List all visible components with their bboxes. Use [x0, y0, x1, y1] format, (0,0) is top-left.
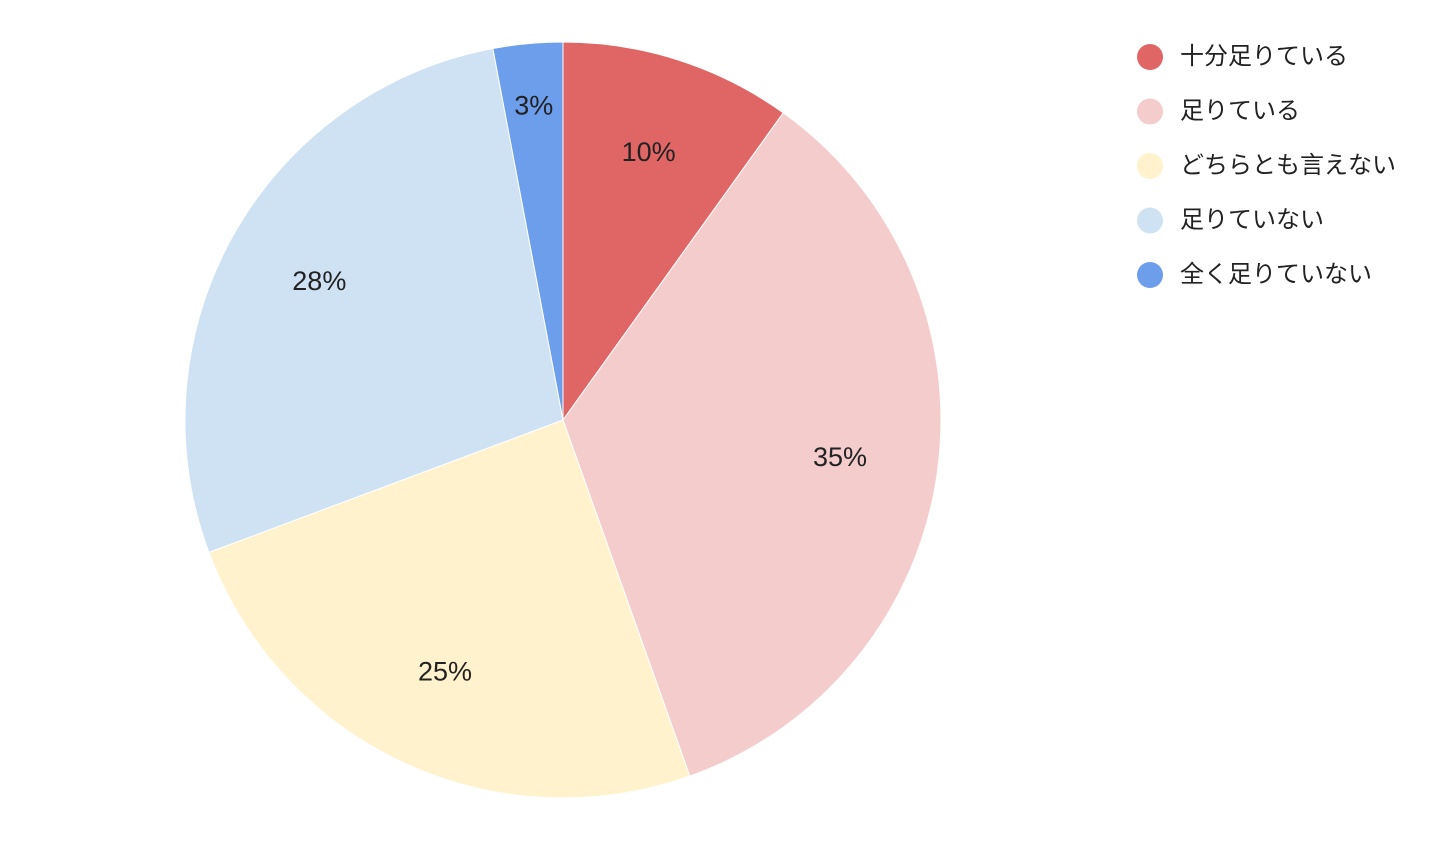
legend-marker: [1137, 44, 1163, 70]
legend-label: 足りている: [1180, 97, 1300, 125]
data-label: 28%: [292, 266, 346, 296]
legend-label: 全く足りていない: [1180, 260, 1372, 288]
legend-marker: [1137, 153, 1163, 179]
legend-label: どちらとも言えない: [1180, 151, 1396, 179]
legend-label: 足りていない: [1180, 206, 1324, 234]
pie-slice: [562, 112, 942, 777]
legend-marker: [1137, 207, 1163, 234]
legend-label: 十分足りている: [1180, 42, 1348, 70]
data-label: 3%: [514, 91, 553, 121]
pie-slice: [492, 41, 564, 421]
pie-slice: [184, 47, 564, 553]
legend-marker: [1137, 262, 1163, 288]
data-label: 25%: [418, 657, 472, 687]
pie-slice: [208, 419, 691, 799]
pie-slice: [562, 41, 784, 422]
data-label: 10%: [622, 137, 676, 167]
legend-marker: [1137, 98, 1163, 125]
data-label: 35%: [813, 442, 867, 472]
